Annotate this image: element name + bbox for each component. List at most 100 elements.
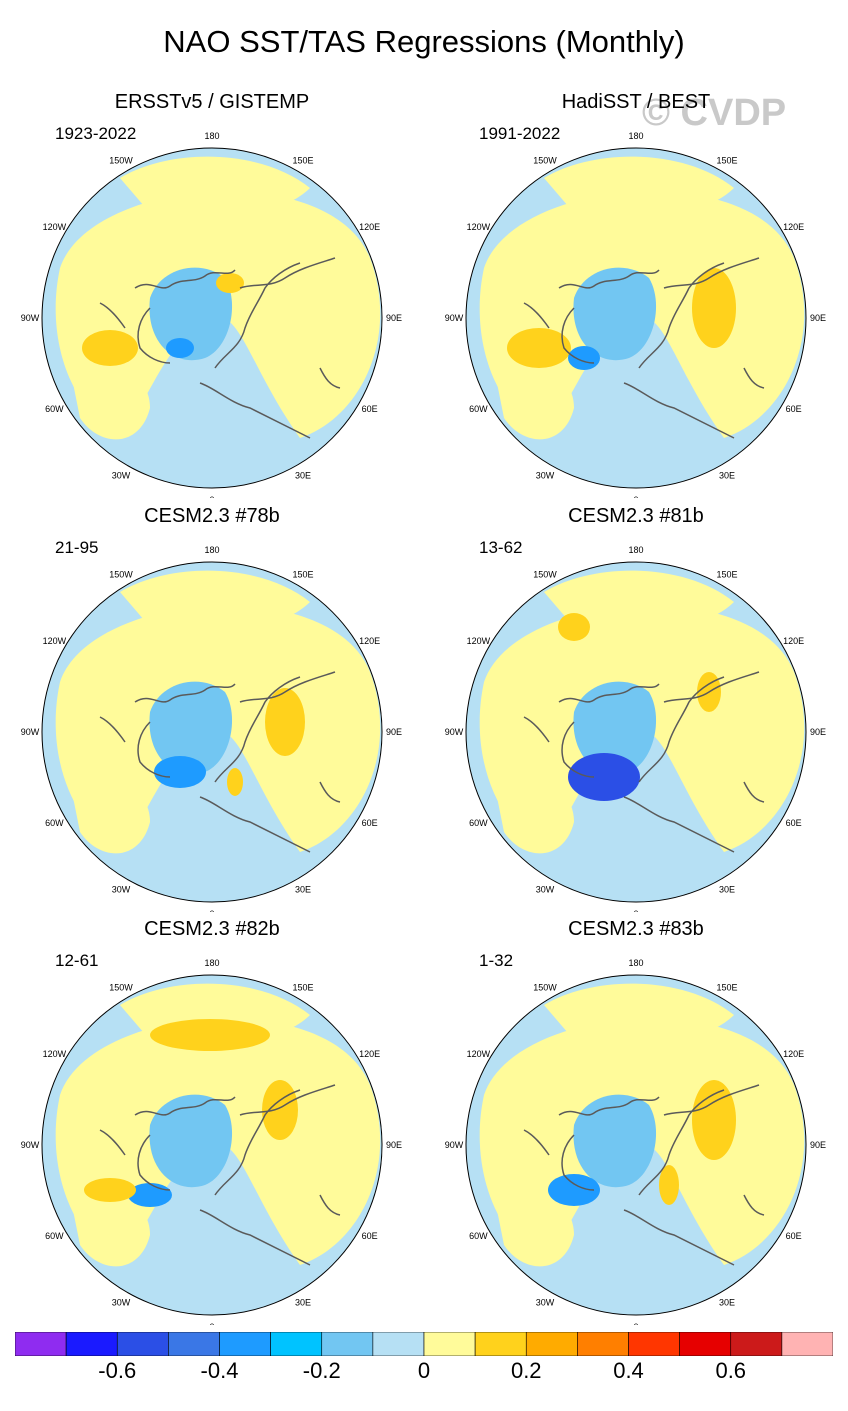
colorbar-swatch	[525, 1332, 578, 1356]
map-boundary	[41, 561, 383, 903]
panel-title: ERSSTv5 / GISTEMP	[114, 91, 310, 113]
colorbar-swatch	[270, 1332, 323, 1356]
colorbar-tick-label: 0.6	[715, 1358, 747, 1383]
panel-period: 12-61	[55, 951, 99, 970]
polar-map: 180 150E 120E 90E 60E 30E 0 30W 60W 90W 120W 150W	[445, 131, 826, 498]
longitude-label: 180	[628, 545, 643, 555]
colorbar-swatch	[577, 1332, 629, 1356]
longitude-label: 150E	[716, 155, 737, 165]
panel-title: CESM2.3 #81b	[568, 505, 704, 527]
coastline	[134, 683, 236, 703]
coastline	[214, 262, 301, 369]
panel-title: HadiSST / BEST	[561, 91, 711, 113]
longitude-label: 30W	[536, 885, 555, 895]
negative-anomaly-region	[573, 681, 657, 775]
coastline	[623, 796, 735, 853]
panel-title: CESM2.3 #83b	[568, 918, 704, 940]
coastline	[638, 262, 725, 369]
colorbar-tick-label: 0	[417, 1358, 431, 1383]
panel-period: 1-32	[479, 951, 514, 970]
coastline	[137, 307, 171, 364]
anomaly-blob	[568, 753, 640, 801]
anomaly-blob	[150, 1019, 270, 1051]
coastline	[558, 683, 660, 703]
longitude-label: 30W	[112, 885, 131, 895]
longitude-label: 60E	[786, 1231, 802, 1241]
colorbar-swatch	[15, 1332, 67, 1356]
coastline	[134, 269, 236, 289]
longitude-label: 120W	[467, 1049, 491, 1059]
longitude-label: 0	[209, 909, 214, 912]
panel-title: CESM2.3 #78b	[144, 505, 280, 527]
longitude-label: 120E	[359, 222, 380, 232]
map-panel-1: ERSSTv5 / GISTEMP 1923-2022 180 150E 120E 90E…	[0, 88, 424, 500]
colorbar-swatch	[219, 1332, 271, 1356]
coastline	[199, 382, 311, 439]
polar-map: 180 150E 120E 90E 60E 30E 0 30W 60W 90W 120W 150W	[445, 545, 826, 912]
coastline	[99, 1129, 126, 1156]
longitude-label: 120W	[43, 1049, 67, 1059]
anomaly-blob	[692, 268, 736, 348]
longitude-label: 120W	[43, 636, 67, 646]
negative-anomaly-region	[149, 681, 233, 775]
longitude-label: 90W	[21, 727, 40, 737]
coastline	[137, 721, 171, 778]
coastline	[638, 1089, 725, 1196]
positive-anomaly-region	[494, 1187, 574, 1267]
coastline	[199, 1209, 311, 1266]
coastline	[319, 1194, 341, 1216]
polar-map: 180 150E 120E 90E 60E 30E 0 30W 60W 90W 120W 150W	[21, 545, 402, 912]
negative-anomaly-region	[149, 1094, 233, 1188]
longitude-label: 60W	[45, 818, 64, 828]
longitude-label: 0	[209, 1322, 214, 1325]
negative-anomaly-region	[573, 267, 657, 361]
anomaly-blob	[262, 1080, 298, 1140]
coastline	[523, 302, 550, 329]
colorbar-swatch	[679, 1332, 732, 1356]
longitude-label: 150W	[533, 569, 557, 579]
coastline	[523, 716, 550, 743]
longitude-label: 120E	[783, 1049, 804, 1059]
anomaly-blob	[659, 1165, 679, 1205]
longitude-label: 120E	[359, 636, 380, 646]
anomaly-blob	[265, 688, 305, 756]
coastline	[214, 676, 301, 783]
colorbar-tick-label: -0.4	[200, 1358, 239, 1383]
longitude-label: 0	[209, 495, 214, 498]
longitude-label: 180	[204, 545, 219, 555]
positive-anomaly-region	[544, 570, 734, 634]
longitude-label: 60W	[469, 404, 488, 414]
longitude-label: 30E	[719, 471, 735, 481]
longitude-label: 90E	[386, 313, 402, 323]
colorbar-tick-label: 0.2	[510, 1358, 542, 1383]
longitude-label: 30E	[295, 1298, 311, 1308]
coastline	[663, 257, 760, 289]
colorbar-tick-label: -0.2	[302, 1358, 341, 1383]
coastline	[561, 1134, 595, 1191]
coastline	[743, 367, 765, 389]
positive-anomaly-region	[494, 360, 574, 440]
colorbar-swatch	[730, 1332, 783, 1356]
colorbar-tick-label: -0.6	[98, 1358, 137, 1383]
longitude-label: 120W	[467, 636, 491, 646]
watermark: © CVDP	[642, 92, 787, 134]
longitude-label: 120W	[467, 222, 491, 232]
coastline	[663, 1084, 760, 1116]
longitude-label: 150W	[533, 982, 557, 992]
anomaly-blob	[558, 613, 590, 641]
longitude-label: 60W	[469, 1231, 488, 1241]
longitude-label: 120E	[783, 636, 804, 646]
coastline	[99, 716, 126, 743]
longitude-label: 90W	[21, 313, 40, 323]
panel-period: 1923-2022	[55, 124, 137, 143]
positive-anomaly-region	[70, 774, 150, 854]
longitude-label: 60E	[362, 818, 378, 828]
colorbar-swatch	[116, 1332, 169, 1356]
polar-map: 180 150E 120E 90E 60E 30E 0 30W 60W 90W 120W 150W	[445, 958, 826, 1325]
anomaly-blob	[548, 1174, 600, 1206]
coastline	[663, 671, 760, 703]
longitude-label: 90E	[810, 313, 826, 323]
longitude-label: 120E	[359, 1049, 380, 1059]
longitude-label: 60W	[45, 404, 64, 414]
coastline	[623, 382, 735, 439]
